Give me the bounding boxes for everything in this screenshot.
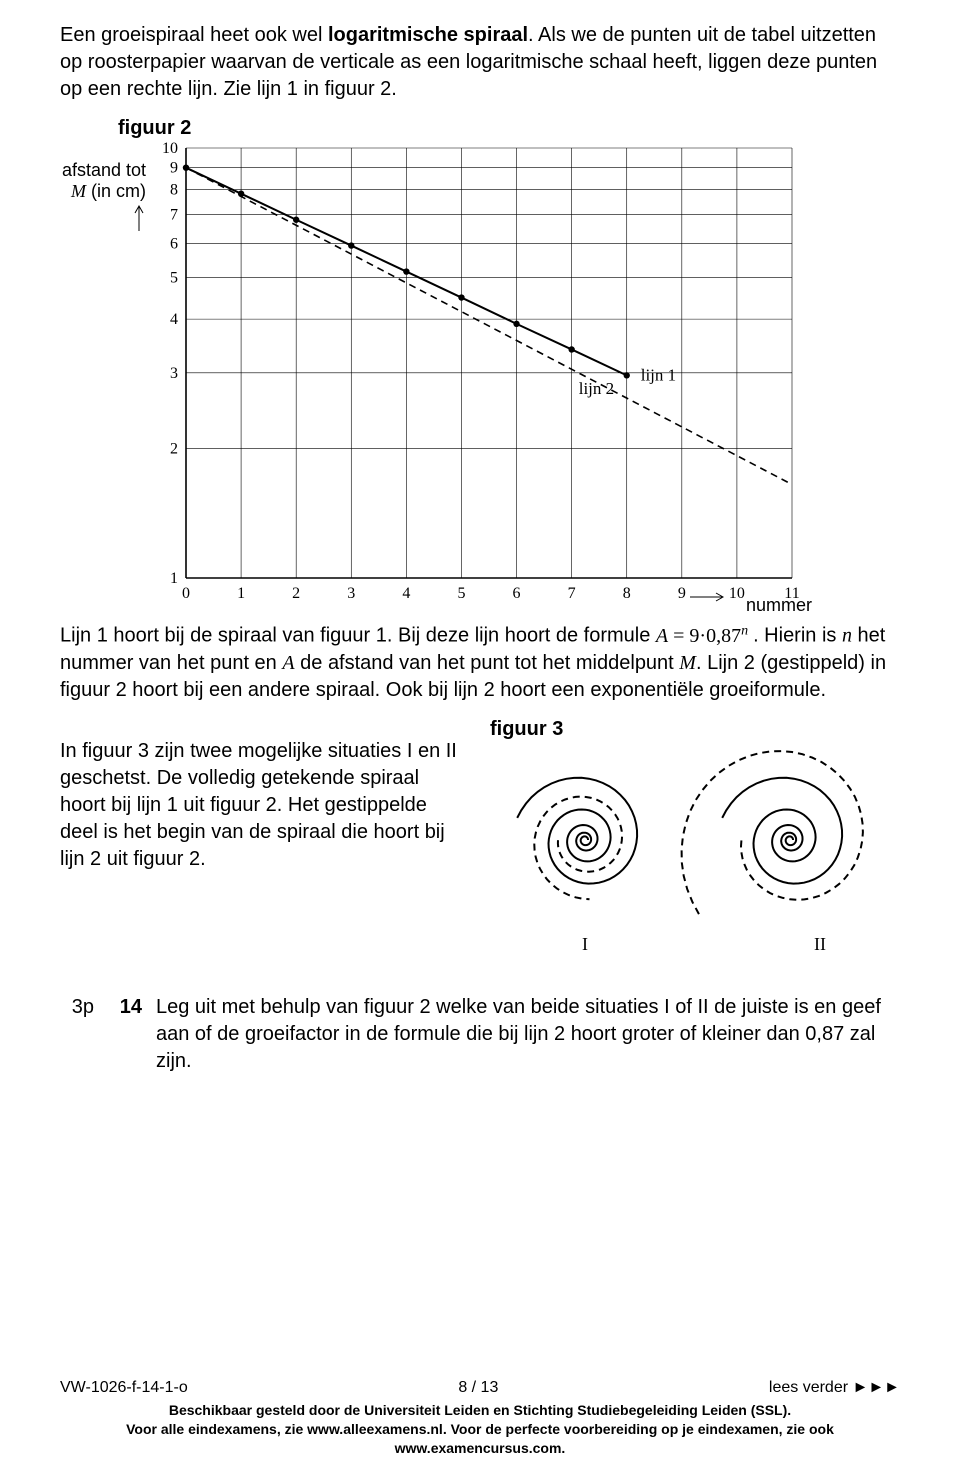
footer-docid: VW-1026-f-14-1-o	[60, 1379, 188, 1397]
fig3-para: In figuur 3 zijn twee mogelijke situatie…	[60, 738, 466, 873]
p2-t2: . Hierin is	[753, 625, 842, 647]
formula-9: 9	[689, 625, 699, 647]
svg-text:4: 4	[170, 311, 178, 328]
svg-text:0: 0	[182, 585, 190, 602]
footer-continue: lees verder ►►►	[769, 1379, 900, 1397]
formula-base: 0,87	[706, 625, 741, 647]
intro-text-a: Een groeispiraal heet ook wel	[60, 24, 328, 46]
exam-page: Een groeispiraal heet ook wel logaritmis…	[0, 0, 960, 1468]
x-axis-label: nummer	[746, 595, 812, 616]
intro-paragraph: Een groeispiraal heet ook wel logaritmis…	[60, 22, 900, 103]
svg-text:2: 2	[292, 585, 300, 602]
svg-text:9: 9	[170, 160, 178, 177]
svg-text:6: 6	[513, 585, 521, 602]
svg-text:1: 1	[170, 570, 178, 587]
svg-text:9: 9	[678, 585, 686, 602]
figure-3-text: In figuur 3 zijn twee mogelijke situatie…	[60, 718, 466, 887]
question-number: 14	[108, 994, 142, 1075]
x-arrow-icon	[688, 590, 728, 606]
figure-3-graphic: figuur 3 III	[490, 718, 900, 970]
p2-t1: Lijn 1 hoort bij de spiraal van figuur 1…	[60, 625, 656, 647]
question-text: Leg uit met behulp van figuur 2 welke va…	[156, 994, 900, 1075]
footer-small: Beschikbaar gesteld door de Universiteit…	[60, 1401, 900, 1458]
svg-text:II: II	[814, 934, 826, 954]
y-axis-label: afstand tot M (in cm)	[60, 160, 146, 238]
svg-text:10: 10	[162, 142, 178, 157]
svg-text:7: 7	[568, 585, 576, 602]
question-points: 3p	[60, 994, 94, 1075]
figure-3-title: figuur 3	[490, 718, 900, 741]
figure-2-chart: afstand tot M (in cm) 123456789100123456…	[60, 142, 820, 612]
svg-text:8: 8	[623, 585, 631, 602]
svg-text:10: 10	[729, 585, 745, 602]
figure-3-svg: III	[490, 745, 900, 965]
figure-3-row: In figuur 3 zijn twee mogelijke situatie…	[60, 718, 900, 970]
svg-text:6: 6	[170, 235, 178, 252]
formula-paragraph: Lijn 1 hoort bij de spiraal van figuur 1…	[60, 622, 900, 704]
svg-text:1: 1	[237, 585, 245, 602]
page-footer: VW-1026-f-14-1-o 8 / 13 lees verder ►►► …	[0, 1371, 960, 1468]
footer-page: 8 / 13	[458, 1379, 498, 1397]
svg-text:2: 2	[170, 441, 178, 458]
y-label-rest: (in cm)	[86, 181, 146, 201]
footer-line2: Voor alle eindexamens, zie www.alleexame…	[60, 1420, 900, 1458]
svg-text:I: I	[582, 934, 588, 954]
svg-text:3: 3	[170, 365, 178, 382]
y-label-var-M: M	[71, 181, 86, 201]
footer-row1: VW-1026-f-14-1-o 8 / 13 lees verder ►►►	[60, 1379, 900, 1397]
figure-2-svg: 1234567891001234567891011lijn 1lijn 2	[152, 142, 812, 612]
svg-text:lijn 2: lijn 2	[579, 379, 614, 398]
svg-text:8: 8	[170, 182, 178, 199]
svg-text:3: 3	[347, 585, 355, 602]
svg-text:5: 5	[457, 585, 465, 602]
footer-line1: Beschikbaar gesteld door de Universiteit…	[60, 1401, 900, 1420]
formula-exp: n	[741, 623, 748, 638]
figure-2-block: figuur 2 afstand tot M (in cm) 1 2 3 4 5 6 7 8 9…	[60, 117, 900, 612]
svg-text:7: 7	[170, 207, 178, 224]
y-label-line1: afstand tot	[62, 160, 146, 180]
figure-2-title: figuur 2	[118, 117, 900, 140]
p2-t4: de afstand van het punt tot het middelpu…	[295, 652, 680, 674]
formula-eq: =	[668, 625, 689, 647]
question-14: 3p 14 Leg uit met behulp van figuur 2 we…	[60, 994, 900, 1075]
var-M: M	[679, 652, 696, 674]
intro-bold: logaritmische spiraal	[328, 24, 528, 46]
formula-A: A	[656, 625, 668, 647]
svg-text:5: 5	[170, 269, 178, 286]
svg-text:lijn 1: lijn 1	[641, 365, 676, 384]
var-A: A	[282, 652, 294, 674]
var-n: n	[842, 625, 852, 647]
y-arrow-icon	[132, 203, 146, 238]
svg-text:4: 4	[402, 585, 410, 602]
formula: A = 9·0,87n	[656, 625, 753, 647]
